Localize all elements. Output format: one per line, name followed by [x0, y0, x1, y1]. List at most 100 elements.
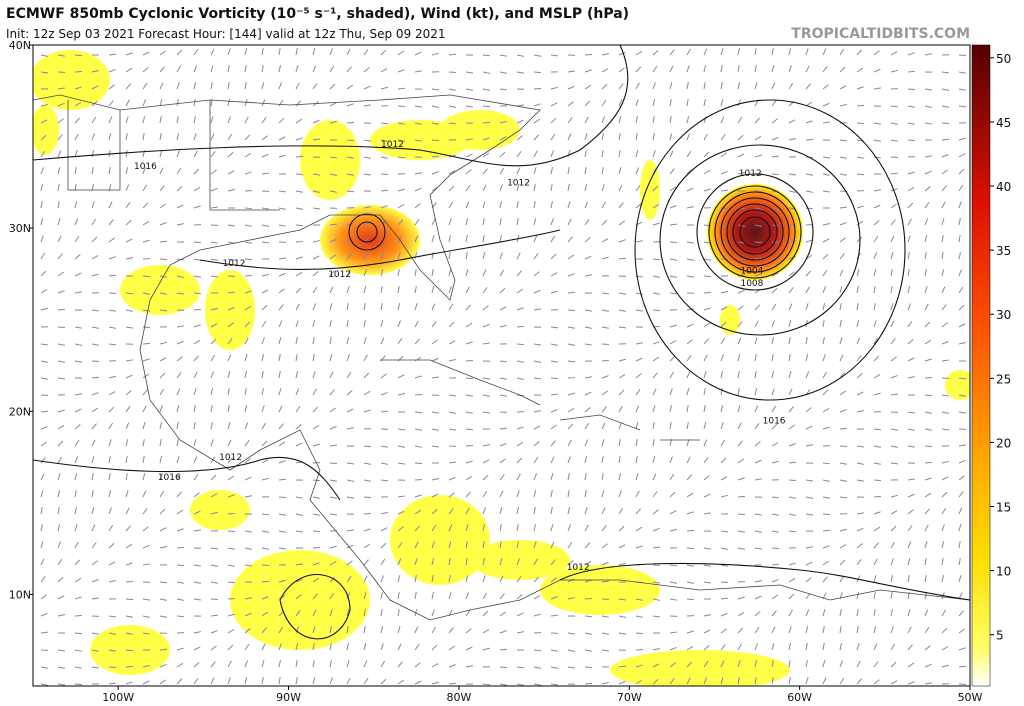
wind-barb [941, 609, 947, 617]
wind-barb [346, 269, 351, 277]
wind-barb [482, 474, 489, 481]
wind-barb [74, 577, 82, 583]
wind-barb [958, 201, 962, 209]
title: ECMWF 850mb Cyclonic Vorticity (10⁻⁵ s⁻¹… [6, 6, 629, 22]
wind-barb [465, 377, 474, 380]
wind-barb [890, 235, 895, 243]
wind-barb [516, 119, 524, 124]
wind-barb [482, 444, 490, 447]
wind-barb [686, 422, 689, 430]
wind-barb [737, 627, 744, 634]
wind-barb [754, 241, 763, 244]
wind-barb [142, 342, 151, 345]
wind-barb [346, 389, 353, 396]
wind-barb [533, 103, 541, 107]
wind-barb [669, 116, 672, 124]
wind-barb [125, 67, 133, 73]
wind-barb [839, 303, 842, 311]
wind-barb [822, 408, 830, 413]
wind-barb [448, 321, 455, 328]
wind-barb [703, 581, 711, 584]
wind-barb [652, 615, 661, 618]
wind-barb [618, 275, 627, 278]
wind-barb [686, 439, 690, 447]
wind-barb [295, 660, 298, 668]
wind-barb [516, 218, 519, 226]
wind-barb [244, 241, 252, 244]
wind-barb [363, 252, 369, 260]
wind-barb [839, 559, 846, 566]
site-credit: TROPICALTIDBITS.COM [791, 26, 970, 42]
wind-barb [346, 156, 354, 159]
wind-barb [57, 440, 64, 447]
wind-barb [499, 427, 508, 430]
colorbar-tick-label: 30 [996, 308, 1011, 322]
wind-barb [584, 69, 592, 73]
wind-barb [295, 530, 303, 533]
wind-barb [737, 241, 745, 244]
isobar-label: 1016 [134, 162, 157, 172]
wind-barb [601, 68, 609, 73]
wind-barb [363, 286, 367, 294]
wind-barb [703, 48, 708, 56]
wind-barb [618, 544, 626, 549]
wind-barb [873, 479, 882, 482]
wind-barb [516, 325, 525, 328]
x-tick-label: 80W [446, 691, 471, 704]
wind-barb [805, 190, 813, 193]
wind-barb [142, 167, 146, 175]
wind-barb [40, 594, 47, 600]
wind-barb [771, 320, 775, 328]
wind-barb [125, 473, 128, 481]
wind-barb [108, 309, 116, 312]
wind-barb [142, 373, 150, 379]
wind-barb [363, 390, 371, 396]
wind-barb [312, 240, 320, 243]
wind-barb [261, 530, 269, 533]
wind-barb [363, 609, 366, 617]
wind-barb [261, 422, 266, 430]
wind-barb [703, 564, 711, 567]
wind-barb [431, 235, 435, 243]
wind-barb [686, 355, 692, 362]
wind-barb [57, 118, 64, 124]
wind-barb [91, 439, 96, 447]
wind-barb [312, 48, 316, 56]
wind-barb [482, 524, 486, 532]
wind-barb [856, 678, 863, 685]
wind-barb [686, 241, 694, 244]
wind-barb [669, 205, 677, 209]
wind-barb [380, 479, 389, 482]
wind-barb [74, 424, 81, 430]
wind-barb [635, 240, 643, 243]
wind-barb [57, 271, 65, 277]
wind-barb [346, 677, 351, 685]
wind-barb [720, 306, 728, 311]
wind-barb [635, 615, 643, 618]
wind-barb [465, 88, 473, 91]
wind-barb [448, 303, 454, 311]
wind-barb [329, 561, 337, 566]
wind-barb [652, 150, 656, 158]
wind-barb [805, 337, 808, 345]
wind-barb [669, 99, 672, 107]
wind-barb [720, 170, 728, 175]
wind-barb [176, 150, 181, 158]
wind-barb [448, 358, 456, 362]
wind-barb [431, 681, 439, 685]
wind-barb [584, 133, 588, 141]
isobar-label: 1012 [739, 169, 762, 179]
wind-barb [210, 258, 218, 261]
wind-barb [839, 427, 848, 430]
wind-barb [329, 643, 332, 651]
wind-barb [295, 371, 299, 379]
wind-barb [414, 445, 422, 448]
wind-barb [941, 664, 949, 668]
wind-barb [584, 524, 589, 532]
wind-barb [618, 326, 627, 329]
wind-barb [635, 133, 638, 141]
wind-barb [176, 473, 181, 481]
wind-barb [448, 170, 456, 175]
wind-barb [380, 678, 387, 685]
wind-barb [533, 410, 541, 413]
